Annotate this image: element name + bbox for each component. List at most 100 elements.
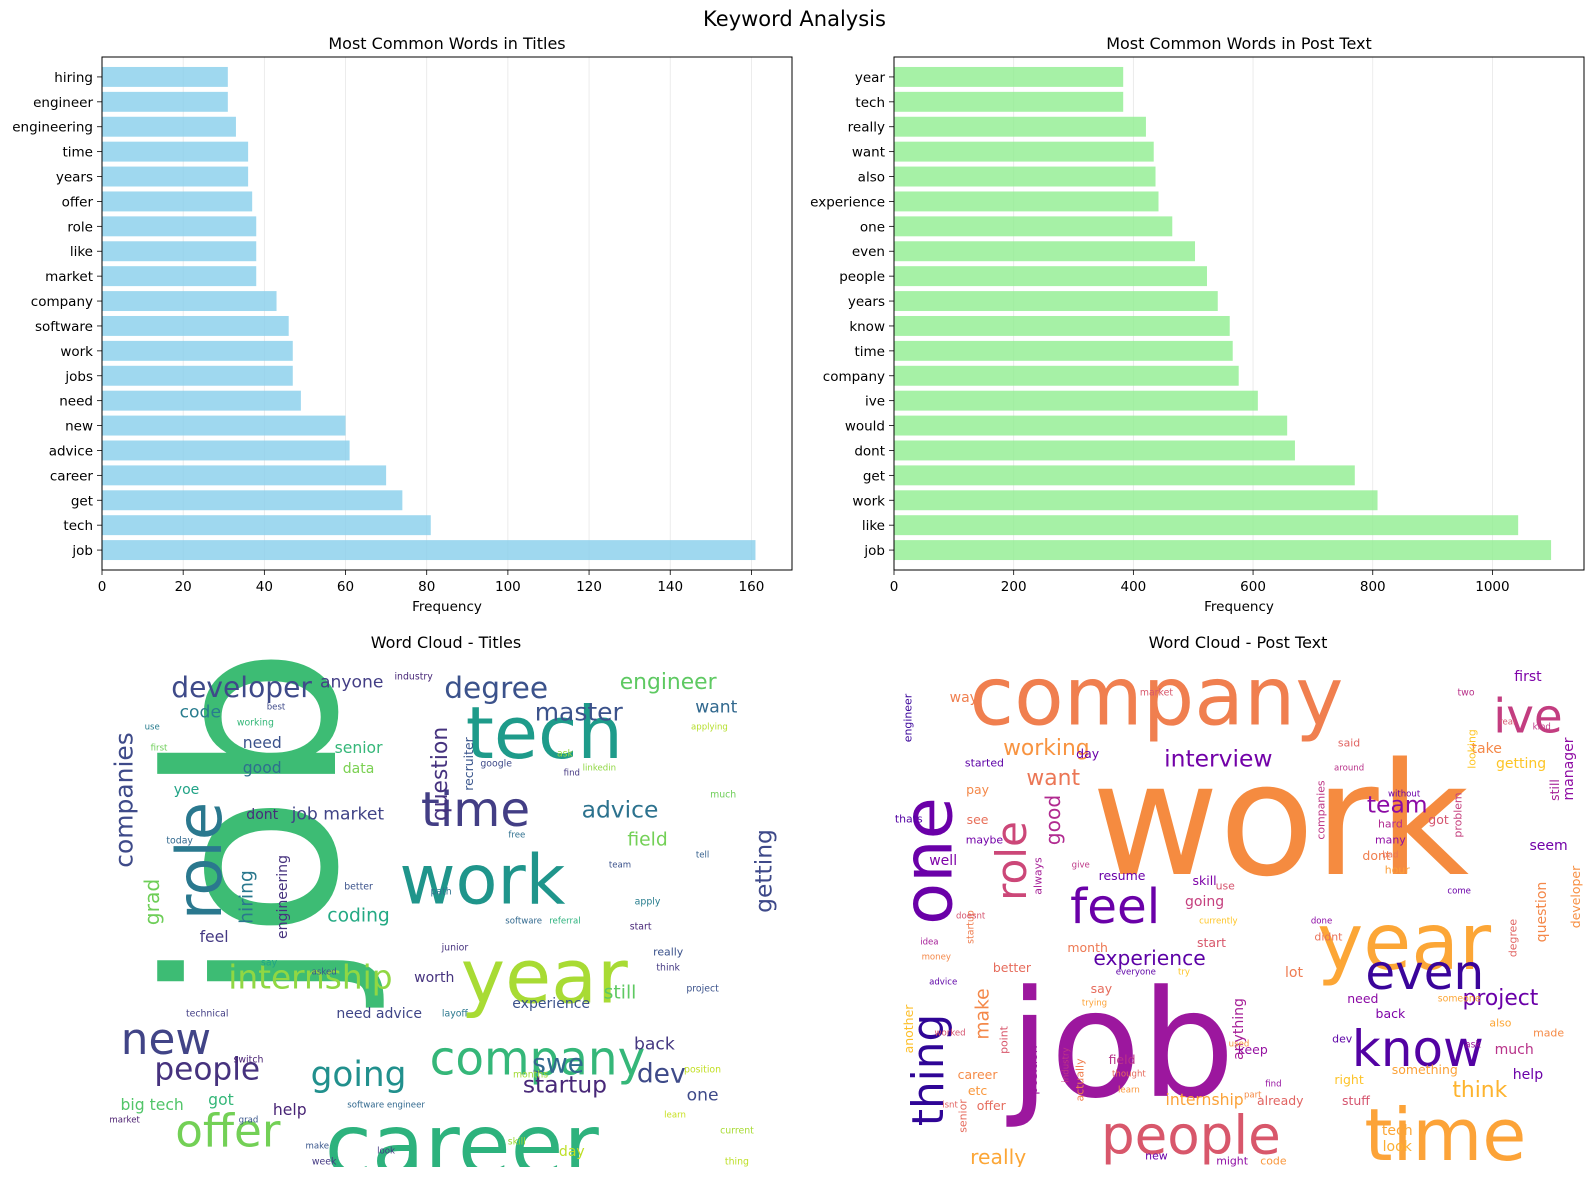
cloud-word: ive [1493,690,1563,745]
bar-want [894,141,1154,162]
cloud-word: resume [1098,868,1146,884]
cloud-word: much [1494,1041,1534,1058]
y-tick-label: hiring [54,70,93,86]
cloud-word: time [420,781,531,838]
bar-tech [894,91,1124,112]
bar-market [102,266,257,287]
bar-hiring [102,66,228,87]
cloud-word: dont [246,807,279,824]
cloud-word: switch [233,1054,264,1066]
cloud-word: made [1533,1026,1565,1040]
x-tick-label: 600 [1240,579,1266,595]
cloud-word: manager [1561,737,1578,801]
cloud-word: engineer [619,669,717,695]
cloud-word: code [1260,1154,1287,1167]
cloud-word: want [1026,766,1081,792]
cloud-word: degree [444,669,549,705]
cloud-word: question [1533,881,1550,943]
bar-get [894,465,1355,486]
y-tick-label: want [852,145,885,161]
cloud-word: skill [1192,873,1217,889]
cloud-word: day [558,1143,585,1160]
chart-title: Most Common Words in Post Text [1106,34,1372,53]
y-tick-label: engineer [33,95,93,111]
bar-chart-post-text: Most Common Words in Post Text job like wor… [810,34,1585,615]
figure-suptitle: Keyword Analysis [703,7,886,31]
bar-work [102,340,293,361]
cloud-word: skill [507,1135,526,1147]
cloud-word: take [1471,740,1502,757]
cloud-word: look [1382,1138,1412,1155]
cloud-word: getting [1495,756,1547,773]
x-tick-label: 400 [1120,579,1146,595]
cloud-word: good [1041,794,1066,846]
y-tick-label: work [60,344,93,360]
cloud-word: worth [414,970,455,987]
bar-software [102,315,289,336]
cloud-word: also [1489,1016,1512,1030]
cloud-word: team [1366,790,1428,819]
bar-like [102,241,257,262]
bar-experience [894,191,1159,212]
x-tick-label: 120 [576,579,602,595]
cloud-word: someone [1437,993,1481,1005]
y-tick-label: company [31,294,93,310]
cloud-word: internship [228,958,393,997]
cloud-word: dont [1362,847,1391,863]
cloud-word: new [120,1013,212,1065]
cloud-word: etc [967,1082,988,1098]
cloud-word: field [627,829,668,851]
cloud-word: idea [920,937,939,948]
cloud-word: best [266,702,286,713]
cloud-word: going [1184,893,1225,910]
x-axis-label: Frequency [412,599,482,615]
y-tick-label: years [848,294,885,310]
cloud-word: come [1447,886,1471,897]
cloud-word: project [686,982,719,994]
cloud-word: around [1333,763,1365,774]
cloud-word: think [1452,1077,1508,1103]
cloud-word: see [966,811,989,827]
cloud-word: already [1256,1092,1304,1108]
bar-career [102,465,387,486]
wordcloud-post-text-title: Word Cloud - Post Text [1149,633,1328,652]
cloud-word: year [1317,897,1492,988]
cloud-word: still [603,982,637,1004]
bar-tech [102,515,431,536]
y-tick-label: engineering [12,120,93,136]
cloud-word: problem [1451,792,1465,838]
cloud-word: people [154,1051,261,1088]
x-tick-label: 0 [98,579,107,595]
y-tick-label: work [852,493,885,509]
cloud-word: tech [1381,1123,1413,1140]
cloud-word: companies [1314,780,1328,840]
cloud-word: even [1365,945,1485,1002]
x-tick-label: 800 [1360,579,1386,595]
cloud-word: junior [441,942,469,954]
y-tick-label: years [56,170,93,186]
cloud-word: learn [1118,1085,1140,1096]
y-tick-label: jobs [64,369,93,385]
cloud-word: big tech [120,1096,184,1114]
cloud-word: advice [581,795,659,824]
bar-people [894,266,1207,287]
cloud-word: developer [171,670,312,704]
x-tick-label: 0 [890,579,899,595]
cloud-word: feel [1070,878,1161,935]
y-tick-label: get [71,493,93,509]
x-tick-label: 100 [495,579,521,595]
cloud-word: actually [1073,1058,1087,1102]
cloud-word: job [1009,957,1235,1131]
bar-job [894,540,1552,561]
cloud-word: internship [1165,1090,1244,1109]
cloud-word: done [1310,916,1333,927]
bar-like [894,515,1519,536]
cloud-word: year [460,933,628,1021]
cloud-word: job market [291,804,385,825]
cloud-word: people [1100,1104,1281,1167]
cloud-word: back [634,1034,675,1055]
bar-time [894,340,1233,361]
y-tick-label: get [863,468,885,484]
cloud-word: thought [1112,1069,1146,1080]
cloud-word: industry [394,671,433,683]
